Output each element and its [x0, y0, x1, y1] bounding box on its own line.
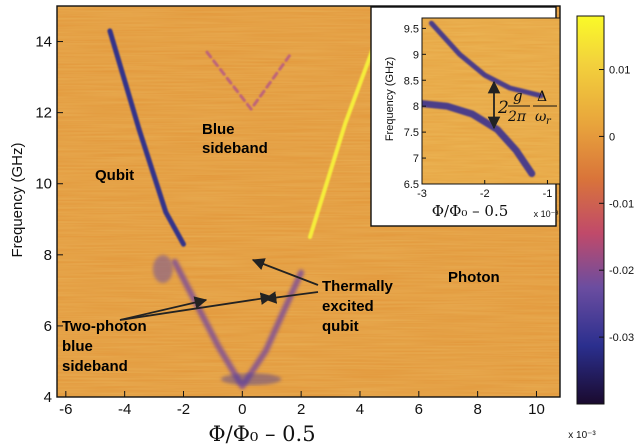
formula-omega: ω	[535, 109, 547, 125]
colorbar-tick-label: -0.03	[609, 332, 634, 344]
inset-y-tick-label: 6.5	[404, 179, 419, 191]
colorbar-tick-label: -0.02	[609, 265, 634, 277]
inset-spectral-lines	[422, 20, 544, 178]
colorbar-ticks: 0.01 0 -0.01 -0.02 -0.03	[599, 65, 634, 344]
inset-y-axis: 6.5 7 7.5 8 8.5 9 9.5	[404, 23, 426, 191]
formula-g: g	[513, 87, 523, 105]
blue-sideband-label-2: sideband	[202, 140, 268, 157]
inset-y-tick-label: 9.5	[404, 23, 419, 35]
two-photon-label-2: blue	[62, 338, 93, 355]
inset-lower-branch	[422, 100, 536, 178]
inset-y-tick-label: 8.5	[404, 75, 419, 87]
x-tick-label: 10	[528, 401, 545, 418]
thermally-label-2: excited	[322, 298, 374, 315]
x-axis-label: Φ/Φ₀ – 0.5	[208, 422, 315, 446]
x-tick-label: 8	[473, 401, 481, 418]
two-photon-label-3: sideband	[62, 358, 128, 375]
y-tick-label: 14	[35, 34, 52, 51]
colorbar-tick-label: 0	[609, 131, 615, 143]
inset-x-axis: -3 -2 -1	[417, 180, 552, 200]
qubit-line	[107, 28, 186, 247]
arrow-thermal-2	[263, 291, 319, 304]
formula-omega-sub: r	[546, 116, 552, 127]
x-tick-label: -2	[177, 401, 190, 418]
crossing-smear	[152, 255, 173, 284]
inset-y-tick-label: 8	[413, 101, 419, 113]
x-tick-label: 6	[415, 401, 423, 418]
main-spectral-lines	[107, 18, 401, 390]
inset-x-tick-label: -2	[480, 188, 490, 200]
y-tick-label: 10	[35, 176, 52, 193]
arrow-thermal-1	[251, 258, 319, 286]
main-plot-frame	[56, 5, 561, 398]
formula-delta: Δ	[537, 89, 547, 105]
main-y-axis: 4 6 8 10 12 14	[35, 34, 63, 406]
main-annotations: Qubit Blue sideband Photon Thermally exc…	[62, 121, 500, 375]
y-tick-label: 8	[44, 247, 52, 264]
colorbar-tick-label: 0.01	[609, 65, 630, 77]
inset: -3 -2 -1 6.5 7 7.5 8 8.5 9 9.5 Frequency (GHz) Φ…	[370, 6, 561, 227]
x-tick-label: -4	[118, 401, 131, 418]
photon-label: Photon	[448, 269, 500, 286]
formula-2pi: 2π	[507, 109, 527, 125]
inset-y-tick-label: 7.5	[404, 127, 419, 139]
x-tick-label: 0	[238, 401, 246, 418]
qubit-label: Qubit	[95, 167, 134, 184]
colorbar: 0.01 0 -0.01 -0.02 -0.03	[576, 15, 634, 405]
inset-x-axis-label: Φ/Φ₀ – 0.5	[432, 202, 509, 220]
thermally-label-1: Thermally	[322, 278, 394, 295]
y-tick-label: 4	[44, 389, 52, 406]
y-axis-label: Frequency (GHz)	[9, 142, 26, 257]
inset-upper-branch	[428, 20, 544, 99]
inset-x-tick-label: -1	[543, 188, 553, 200]
inset-formula: 2 g 2π Δ ω r	[497, 87, 557, 127]
bottom-smear	[221, 373, 282, 386]
arrow-two-photon-1	[119, 296, 208, 321]
blue-sideband-line	[205, 50, 291, 111]
x-axis-multiplier: x 10⁻³	[568, 430, 596, 441]
arrow-two-photon-2	[119, 292, 274, 321]
thermally-label-3: qubit	[322, 318, 359, 335]
blue-sideband-label-1: Blue	[202, 121, 235, 138]
x-tick-label: 4	[356, 401, 364, 418]
inset-y-tick-label: 7	[413, 153, 419, 165]
inset-x-multiplier: x 10⁻³	[534, 209, 559, 219]
main-x-axis: -6 -4 -2 0 2 4 6 8 10	[59, 391, 545, 418]
x-tick-label: -6	[59, 401, 72, 418]
inset-y-tick-label: 9	[413, 49, 419, 61]
x-tick-label: 2	[297, 401, 305, 418]
two-photon-label-1: Two-photon	[62, 318, 147, 335]
y-tick-label: 12	[35, 105, 52, 122]
colorbar-gradient	[576, 15, 605, 405]
inset-plot-frame	[421, 17, 561, 185]
formula-prefix: 2	[497, 98, 509, 118]
inset-y-axis-label: Frequency (GHz)	[384, 57, 396, 141]
inset-x-tick-label: -3	[417, 188, 427, 200]
colorbar-tick-label: -0.01	[609, 198, 634, 210]
y-tick-label: 6	[44, 318, 52, 335]
